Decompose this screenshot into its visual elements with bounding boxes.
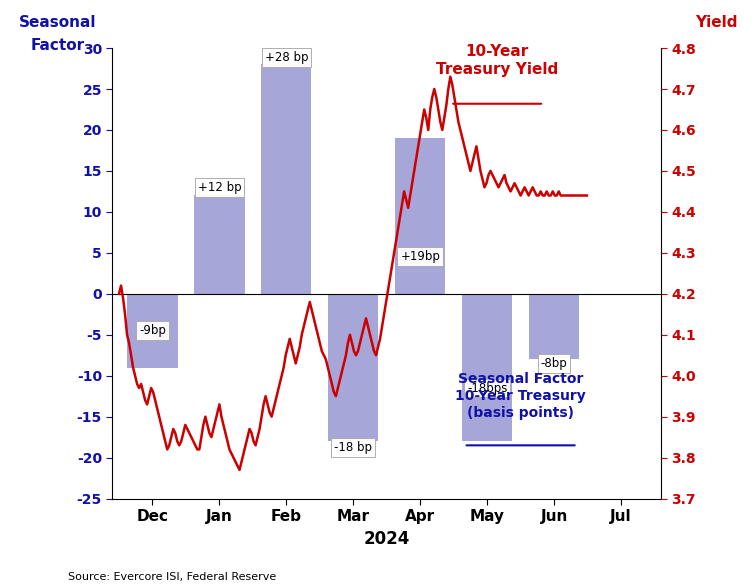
Text: -18 bp: -18 bp	[334, 441, 372, 454]
Text: -9bp: -9bp	[139, 324, 166, 337]
Text: 10-Year
Treasury Yield: 10-Year Treasury Yield	[436, 43, 559, 77]
Bar	[262, 64, 311, 294]
Bar	[529, 294, 579, 359]
Text: Seasonal: Seasonal	[19, 15, 96, 30]
Text: Yield: Yield	[695, 15, 737, 30]
Text: -18bps: -18bps	[467, 381, 507, 394]
Text: +28 bp: +28 bp	[265, 52, 308, 64]
Bar	[395, 138, 445, 294]
Bar	[328, 294, 379, 441]
X-axis label: 2024: 2024	[364, 530, 410, 547]
Text: Source: Evercore ISI, Federal Reserve: Source: Evercore ISI, Federal Reserve	[68, 572, 276, 582]
Text: Factor: Factor	[30, 38, 85, 53]
Text: Seasonal Factor
10-Year Treasury
(basis points): Seasonal Factor 10-Year Treasury (basis …	[455, 372, 586, 421]
Bar	[194, 196, 244, 294]
Text: -8bp: -8bp	[541, 357, 568, 370]
Text: +19bp: +19bp	[400, 250, 440, 264]
Text: +12 bp: +12 bp	[197, 181, 241, 194]
Bar	[128, 294, 178, 367]
Bar	[462, 294, 513, 441]
